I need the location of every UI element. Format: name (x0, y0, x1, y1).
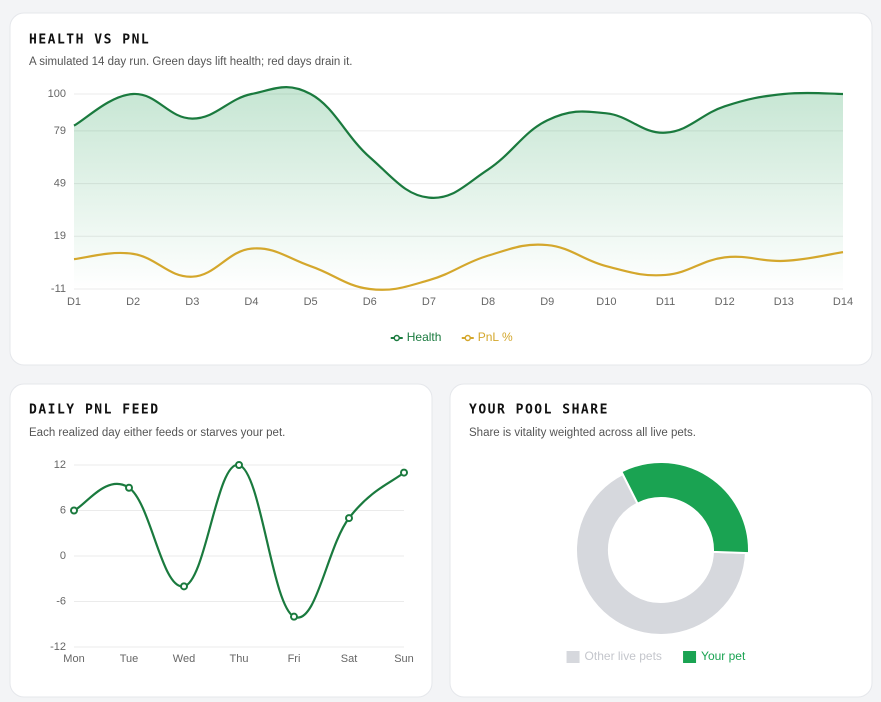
point (290, 612, 298, 621)
x-tick-label: Mon (63, 653, 84, 665)
x-tick-label: D12 (715, 296, 735, 308)
x-tick-label: Wed (173, 653, 195, 665)
x-tick-label: D6 (363, 296, 377, 308)
card-title: HEALTH VS PNL (29, 33, 150, 48)
y-tick-label: 49 (54, 178, 66, 190)
card-title: YOUR POOL SHARE (469, 403, 609, 418)
x-tick-label: D1 (67, 296, 81, 308)
x-tick-label: Fri (288, 653, 301, 665)
x-tick-label: Sun (394, 653, 414, 665)
y-tick-label: -11 (51, 283, 66, 295)
y-tick-label: 19 (54, 230, 66, 242)
point (400, 468, 408, 477)
slice (619, 461, 750, 555)
card-subtitle: A simulated 14 day run. Green days lift … (29, 56, 352, 68)
y-tick-label: 6 (60, 504, 66, 516)
x-tick-label: D11 (656, 296, 675, 308)
x-tick-label: Thu (230, 653, 249, 665)
x-tick-label: Sat (341, 653, 358, 665)
point (235, 461, 243, 469)
y-tick-label: 100 (48, 88, 66, 100)
x-tick-label: D14 (833, 296, 853, 308)
x-tick-label: D5 (304, 296, 318, 308)
x-tick-label: D9 (540, 296, 554, 308)
card-subtitle: Share is vitality weighted across all li… (469, 427, 696, 439)
legend-swatch (683, 651, 697, 663)
legend-label: Health (407, 330, 442, 344)
point (345, 514, 353, 523)
y-tick-label: -12 (50, 641, 66, 653)
y-tick-label: -6 (56, 595, 66, 607)
y-tick-label: 0 (60, 550, 66, 562)
card-title: DAILY PNL FEED (29, 403, 160, 418)
point (180, 582, 188, 591)
card (449, 383, 873, 698)
line (73, 243, 844, 291)
y-tick-label: 12 (54, 459, 66, 471)
legend-label: Your pet (701, 649, 746, 663)
x-tick-label: D13 (774, 296, 794, 308)
card (9, 383, 433, 698)
line (73, 86, 844, 199)
x-tick-label: D10 (596, 296, 616, 308)
slice (575, 472, 747, 636)
x-tick-label: D4 (244, 296, 258, 308)
legend-label: PnL % (478, 330, 513, 344)
point (125, 483, 133, 492)
y-tick-label: 79 (54, 125, 66, 137)
x-tick-label: D8 (481, 296, 495, 308)
x-tick-label: D7 (422, 296, 436, 308)
legend-marker (393, 334, 400, 342)
point (70, 506, 78, 515)
x-tick-label: D3 (185, 296, 199, 308)
card-subtitle: Each realized day either feeds or starve… (29, 427, 285, 439)
area (74, 87, 843, 289)
x-tick-label: Tue (120, 653, 139, 665)
legend-marker (464, 334, 471, 342)
legend-label: Other live pets (585, 649, 662, 663)
x-tick-label: D2 (126, 296, 140, 308)
legend-swatch (566, 651, 580, 663)
